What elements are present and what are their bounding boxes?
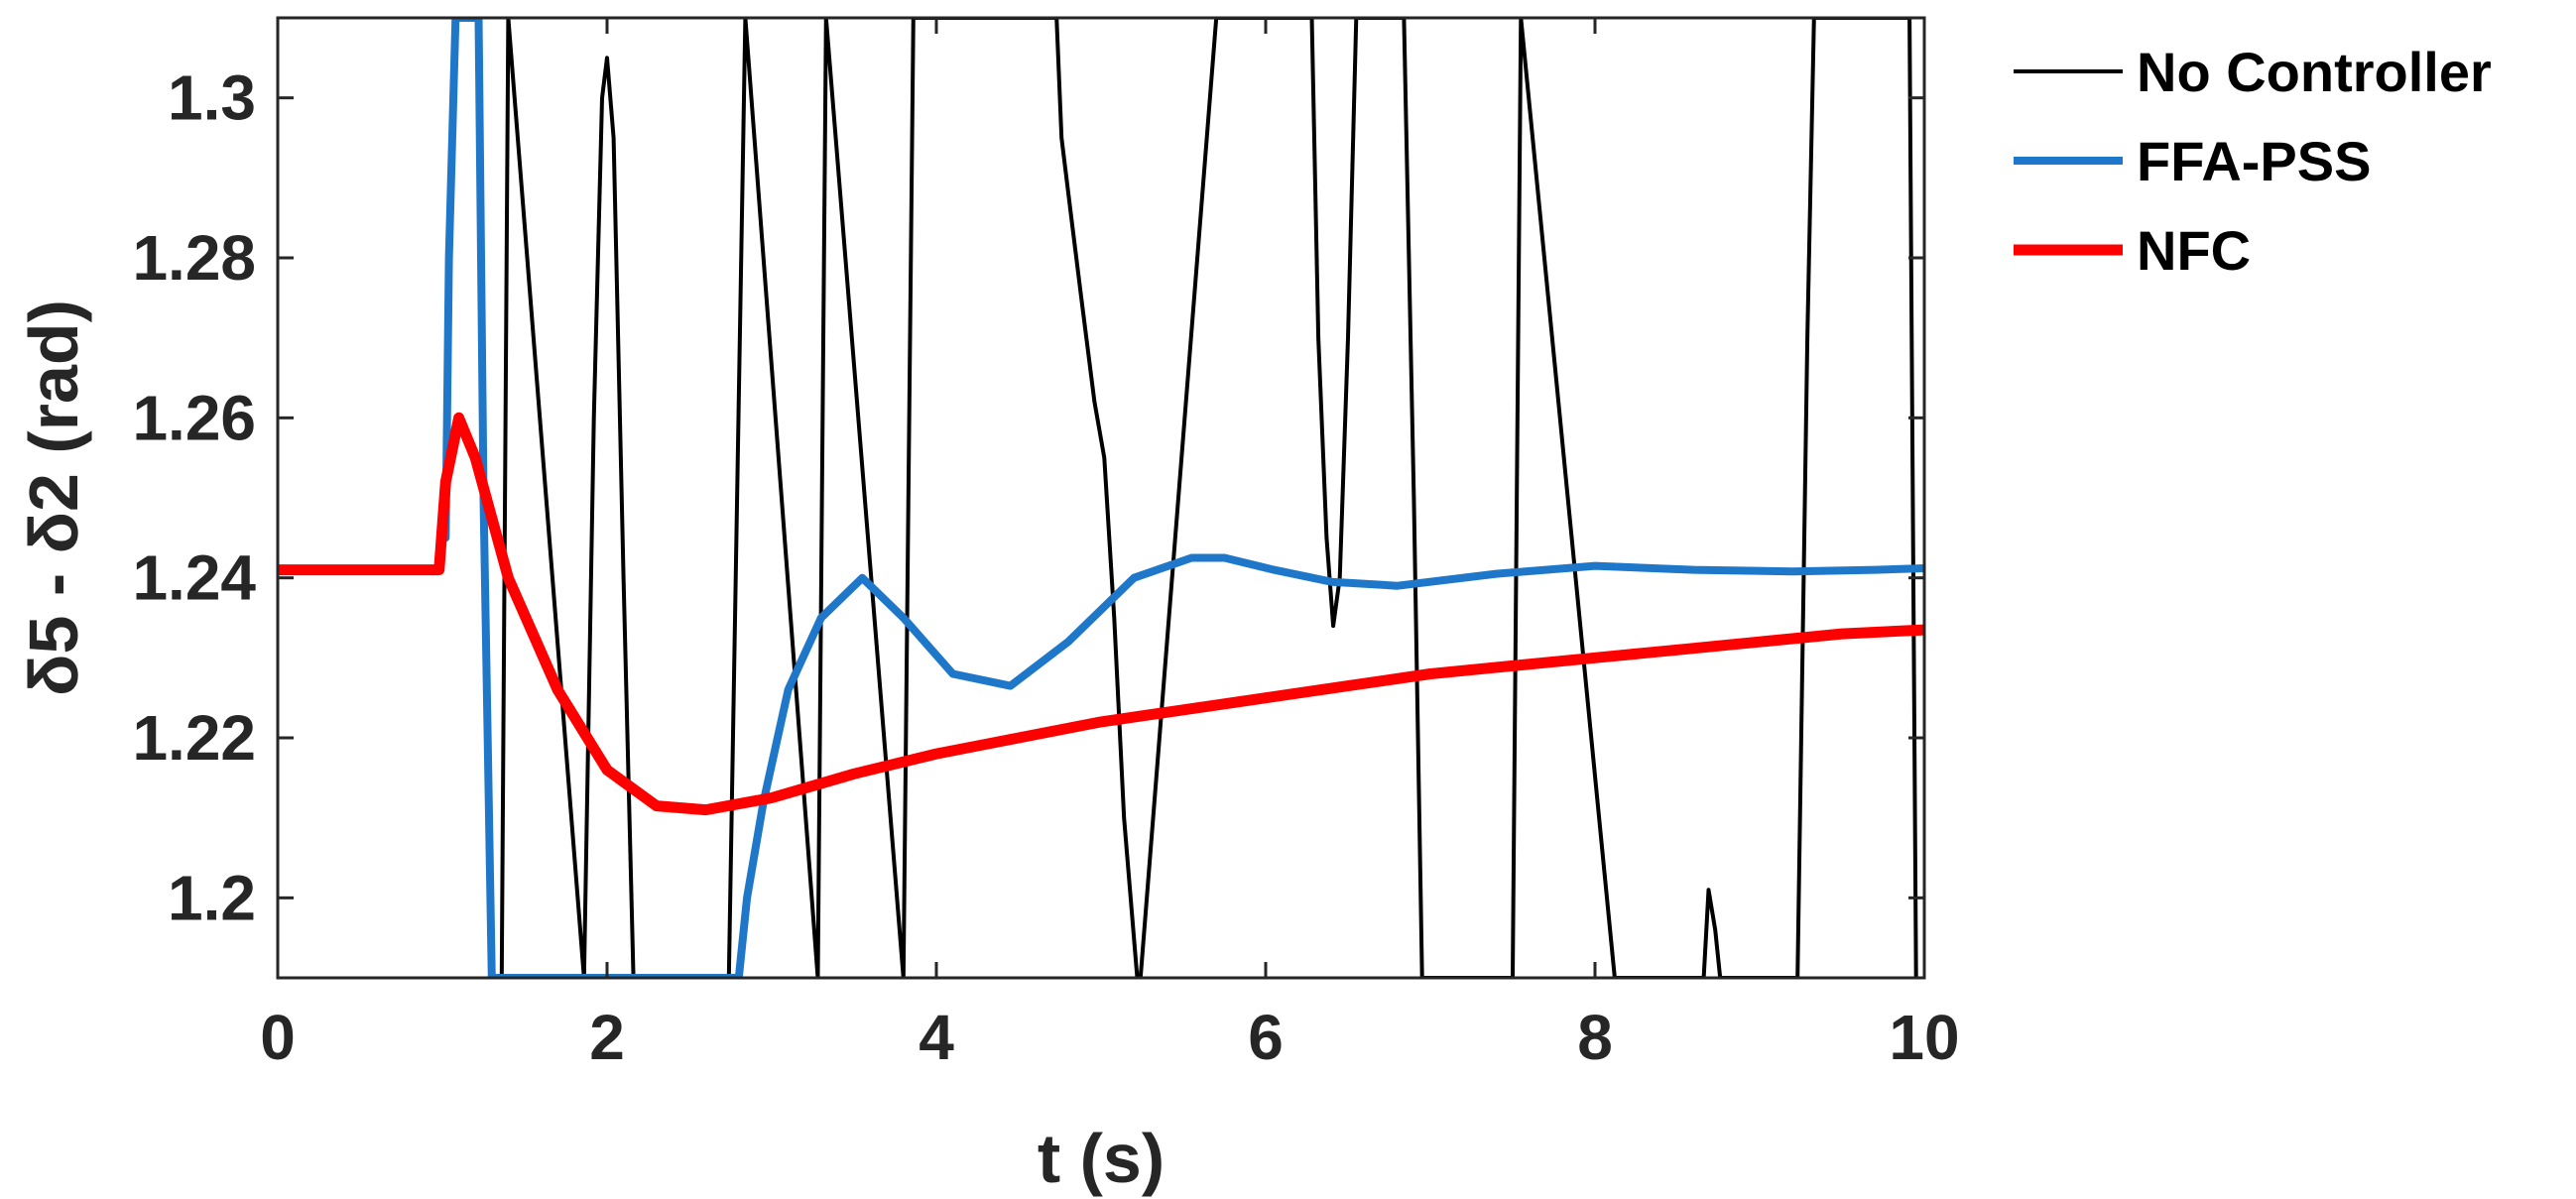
y-tick-label: 1.24	[132, 542, 256, 614]
x-tick-label: 8	[1577, 1002, 1613, 1073]
x-tick-label: 0	[260, 1002, 296, 1073]
x-axis-ticks: 0 2 4 6 8 10	[260, 18, 1960, 1073]
plot-frame	[276, 16, 1926, 980]
legend: No Controller FFA-PSS NFC	[2014, 41, 2492, 282]
y-tick-label: 1.3	[168, 62, 256, 134]
y-tick-label: 1.22	[132, 702, 256, 774]
legend-label-1: No Controller	[2137, 41, 2492, 103]
x-tick-label: 6	[1248, 1002, 1284, 1073]
x-tick-label: 2	[589, 1002, 625, 1073]
series-line-3	[278, 412, 1924, 816]
y-axis-label: δ5 - δ2 (rad)	[15, 300, 92, 696]
legend-label-2: FFA-PSS	[2137, 130, 2371, 192]
series-line-2	[441, 18, 1924, 978]
x-axis-label: t (s)	[1038, 1120, 1165, 1197]
x-tick-label: 10	[1889, 1002, 1959, 1073]
y-tick-label: 1.28	[132, 222, 256, 294]
legend-label-3: NFC	[2137, 219, 2251, 282]
x-tick-label: 4	[919, 1002, 954, 1073]
plot-area	[278, 18, 1924, 978]
y-tick-label: 1.2	[168, 862, 256, 933]
series-line-1	[499, 18, 1918, 978]
y-tick-label: 1.26	[132, 382, 256, 453]
y-axis-ticks: 1.2 1.22 1.24 1.26 1.28 1.3	[132, 62, 1924, 933]
